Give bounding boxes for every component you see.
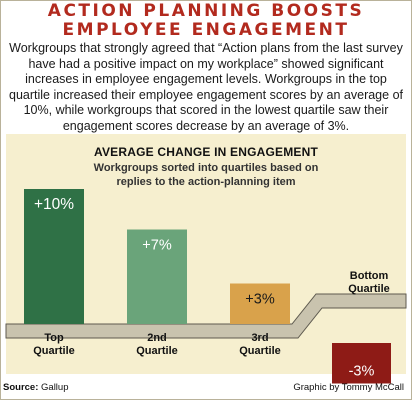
- source-value: Gallup: [41, 382, 69, 393]
- value-label-1: +10%: [34, 196, 74, 213]
- category-label-4-line-1: Bottom: [350, 270, 389, 282]
- category-label-3-line-2: Quartile: [239, 345, 281, 357]
- bar-4: [332, 343, 391, 384]
- category-label-1-line-1: Top: [44, 332, 64, 344]
- category-label-1-line-2: Quartile: [33, 345, 75, 357]
- source-note: Source: Gallup: [3, 382, 68, 393]
- category-label-3-line-1: 3rd: [251, 332, 268, 344]
- category-label-4-line-2: Quartile: [348, 283, 390, 295]
- value-label-3: +3%: [245, 292, 275, 308]
- value-label-4: -3%: [349, 364, 375, 380]
- headline-line-1: ACTION PLANNING BOOSTS: [47, 1, 365, 21]
- category-label-2-line-2: Quartile: [136, 345, 178, 357]
- chart-subtitle: Workgroups sorted into quartiles based o…: [93, 162, 319, 188]
- intro-paragraph: Workgroups that strongly agreed that “Ac…: [9, 41, 403, 133]
- bar-1: [24, 189, 84, 324]
- value-label-2: +7%: [142, 238, 172, 254]
- headline-line-2: EMPLOYEE ENGAGEMENT: [62, 20, 350, 40]
- chart-title: AVERAGE CHANGE IN ENGAGEMENT: [93, 145, 319, 159]
- graphic-credit: Graphic by Tommy McCall: [293, 382, 404, 393]
- bar-2: [127, 229, 187, 324]
- bar-3: [230, 283, 290, 324]
- baseline-band: [5, 293, 407, 339]
- category-label-2-line-1: 2nd: [147, 332, 167, 344]
- source-label: Source:: [3, 382, 39, 393]
